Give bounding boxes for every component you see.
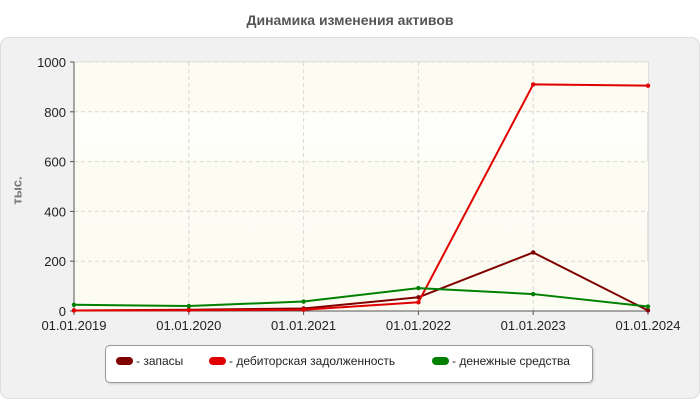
x-tick-label: 01.01.2021 bbox=[271, 318, 336, 333]
grid-band bbox=[74, 62, 648, 112]
data-point[interactable] bbox=[301, 299, 306, 304]
y-tick-label: 200 bbox=[44, 254, 66, 269]
y-tick-label: 800 bbox=[44, 105, 66, 120]
data-point[interactable] bbox=[531, 250, 536, 255]
x-tick-label: 01.01.2022 bbox=[386, 318, 451, 333]
series-lines bbox=[71, 82, 651, 313]
x-tick-label: 01.01.2024 bbox=[615, 318, 680, 333]
legend-swatch bbox=[116, 357, 133, 365]
legend-label: - денежные средства bbox=[452, 354, 570, 368]
grid-band bbox=[74, 161, 648, 212]
y-axis-label: тыс. bbox=[9, 175, 25, 205]
legend-item-debitorskaya[interactable]: - дебиторская задолженность bbox=[209, 353, 395, 369]
chart-title: Динамика изменения активов bbox=[246, 12, 454, 28]
y-tick-label: 400 bbox=[44, 204, 66, 219]
x-tick-label: 01.01.2020 bbox=[156, 318, 221, 333]
y-tick-label: 600 bbox=[44, 155, 66, 170]
legend-swatch bbox=[209, 357, 226, 365]
y-tick-label: 0 bbox=[59, 304, 66, 319]
legend: - запасы - дебиторская задолженность - д… bbox=[105, 345, 593, 383]
legend-swatch bbox=[432, 357, 449, 365]
data-point[interactable] bbox=[531, 82, 536, 87]
data-point[interactable] bbox=[301, 307, 306, 312]
series-line[interactable] bbox=[73, 287, 649, 308]
y-tick-label: 1000 bbox=[37, 55, 66, 70]
legend-item-zapasy[interactable]: - запасы bbox=[116, 353, 183, 369]
legend-label: - запасы bbox=[136, 354, 184, 368]
data-point[interactable] bbox=[71, 308, 77, 313]
data-point[interactable] bbox=[645, 304, 651, 309]
data-point[interactable] bbox=[186, 303, 191, 309]
data-point[interactable] bbox=[416, 285, 421, 291]
legend-item-denezhnye[interactable]: - денежные средства bbox=[432, 353, 570, 369]
x-tick-label: 01.01.2023 bbox=[501, 318, 566, 333]
data-point[interactable] bbox=[645, 308, 651, 313]
tick-labels: 0 200 400 600 800 1000 01.01.2019 01.01.2020 01.… bbox=[37, 55, 680, 333]
legend-label: - дебиторская задолженность bbox=[229, 354, 396, 368]
grid-lines bbox=[74, 61, 648, 311]
data-point[interactable] bbox=[416, 300, 421, 305]
data-point[interactable] bbox=[645, 83, 651, 88]
series-line[interactable] bbox=[73, 83, 649, 312]
y-axis-label-box: тыс. bbox=[4, 170, 30, 210]
x-tick-label: 01.01.2019 bbox=[41, 318, 106, 333]
data-point[interactable] bbox=[186, 308, 191, 313]
data-point[interactable] bbox=[531, 291, 536, 297]
data-point[interactable] bbox=[71, 302, 77, 307]
